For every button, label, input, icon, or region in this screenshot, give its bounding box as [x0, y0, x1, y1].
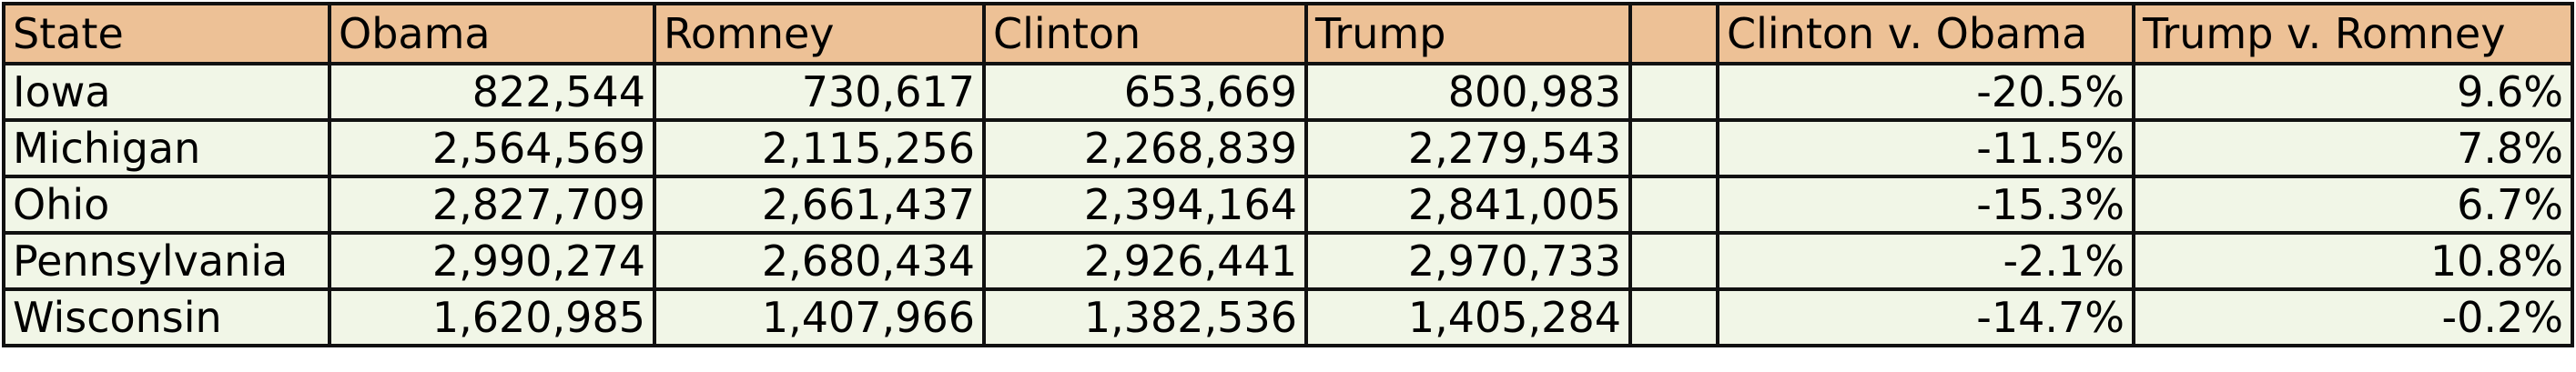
obama-votes-cell[interactable]: 2,827,709 — [328, 175, 656, 235]
state-cell[interactable]: Ohio — [2, 175, 331, 235]
clinton-votes-cell[interactable]: 2,926,441 — [982, 231, 1308, 291]
trump-v-romney-cell[interactable]: 6.7% — [2132, 175, 2574, 235]
romney-votes-cell[interactable]: 1,407,966 — [653, 287, 986, 347]
state-cell[interactable]: Iowa — [2, 62, 331, 122]
trump-votes-cell[interactable]: 800,983 — [1304, 62, 1632, 122]
clinton-votes-cell[interactable]: 653,669 — [982, 62, 1308, 122]
empty-cell[interactable] — [1628, 175, 1719, 235]
header-row: State Obama Romney Clinton Trump Clinton… — [2, 2, 2574, 65]
romney-votes-cell[interactable]: 730,617 — [653, 62, 986, 122]
election-results-table: State Obama Romney Clinton Trump Clinton… — [2, 2, 2574, 347]
empty-cell[interactable] — [1628, 62, 1719, 122]
empty-cell[interactable] — [1628, 287, 1719, 347]
romney-votes-cell[interactable]: 2,680,434 — [653, 231, 986, 291]
table-row: Pennsylvania 2,990,274 2,680,434 2,926,4… — [2, 231, 2574, 291]
clinton-v-obama-cell[interactable]: -2.1% — [1716, 231, 2135, 291]
column-header-clinton-v-obama[interactable]: Clinton v. Obama — [1716, 2, 2135, 65]
trump-votes-cell[interactable]: 2,279,543 — [1304, 118, 1632, 178]
obama-votes-cell[interactable]: 822,544 — [328, 62, 656, 122]
trump-votes-cell[interactable]: 2,970,733 — [1304, 231, 1632, 291]
column-header-obama[interactable]: Obama — [328, 2, 656, 65]
table-row: Iowa 822,544 730,617 653,669 800,983 -20… — [2, 62, 2574, 122]
clinton-v-obama-cell[interactable]: -14.7% — [1716, 287, 2135, 347]
table-row: Ohio 2,827,709 2,661,437 2,394,164 2,841… — [2, 175, 2574, 235]
column-header-clinton[interactable]: Clinton — [982, 2, 1308, 65]
trump-v-romney-cell[interactable]: 9.6% — [2132, 62, 2574, 122]
column-header-trump-v-romney[interactable]: Trump v. Romney — [2132, 2, 2574, 65]
trump-v-romney-cell[interactable]: 10.8% — [2132, 231, 2574, 291]
clinton-v-obama-cell[interactable]: -15.3% — [1716, 175, 2135, 235]
trump-v-romney-cell[interactable]: 7.8% — [2132, 118, 2574, 178]
obama-votes-cell[interactable]: 2,990,274 — [328, 231, 656, 291]
state-cell[interactable]: Michigan — [2, 118, 331, 178]
clinton-votes-cell[interactable]: 1,382,536 — [982, 287, 1308, 347]
clinton-v-obama-cell[interactable]: -20.5% — [1716, 62, 2135, 122]
clinton-v-obama-cell[interactable]: -11.5% — [1716, 118, 2135, 178]
clinton-votes-cell[interactable]: 2,394,164 — [982, 175, 1308, 235]
empty-cell[interactable] — [1628, 231, 1719, 291]
obama-votes-cell[interactable]: 1,620,985 — [328, 287, 656, 347]
column-header-trump[interactable]: Trump — [1304, 2, 1632, 65]
state-cell[interactable]: Wisconsin — [2, 287, 331, 347]
trump-votes-cell[interactable]: 1,405,284 — [1304, 287, 1632, 347]
obama-votes-cell[interactable]: 2,564,569 — [328, 118, 656, 178]
trump-v-romney-cell[interactable]: -0.2% — [2132, 287, 2574, 347]
empty-cell[interactable] — [1628, 118, 1719, 178]
column-header-spacer[interactable] — [1628, 2, 1719, 65]
column-header-romney[interactable]: Romney — [653, 2, 986, 65]
trump-votes-cell[interactable]: 2,841,005 — [1304, 175, 1632, 235]
romney-votes-cell[interactable]: 2,115,256 — [653, 118, 986, 178]
clinton-votes-cell[interactable]: 2,268,839 — [982, 118, 1308, 178]
table-row: Wisconsin 1,620,985 1,407,966 1,382,536 … — [2, 287, 2574, 347]
table-row: Michigan 2,564,569 2,115,256 2,268,839 2… — [2, 118, 2574, 178]
column-header-state[interactable]: State — [2, 2, 331, 65]
state-cell[interactable]: Pennsylvania — [2, 231, 331, 291]
romney-votes-cell[interactable]: 2,661,437 — [653, 175, 986, 235]
